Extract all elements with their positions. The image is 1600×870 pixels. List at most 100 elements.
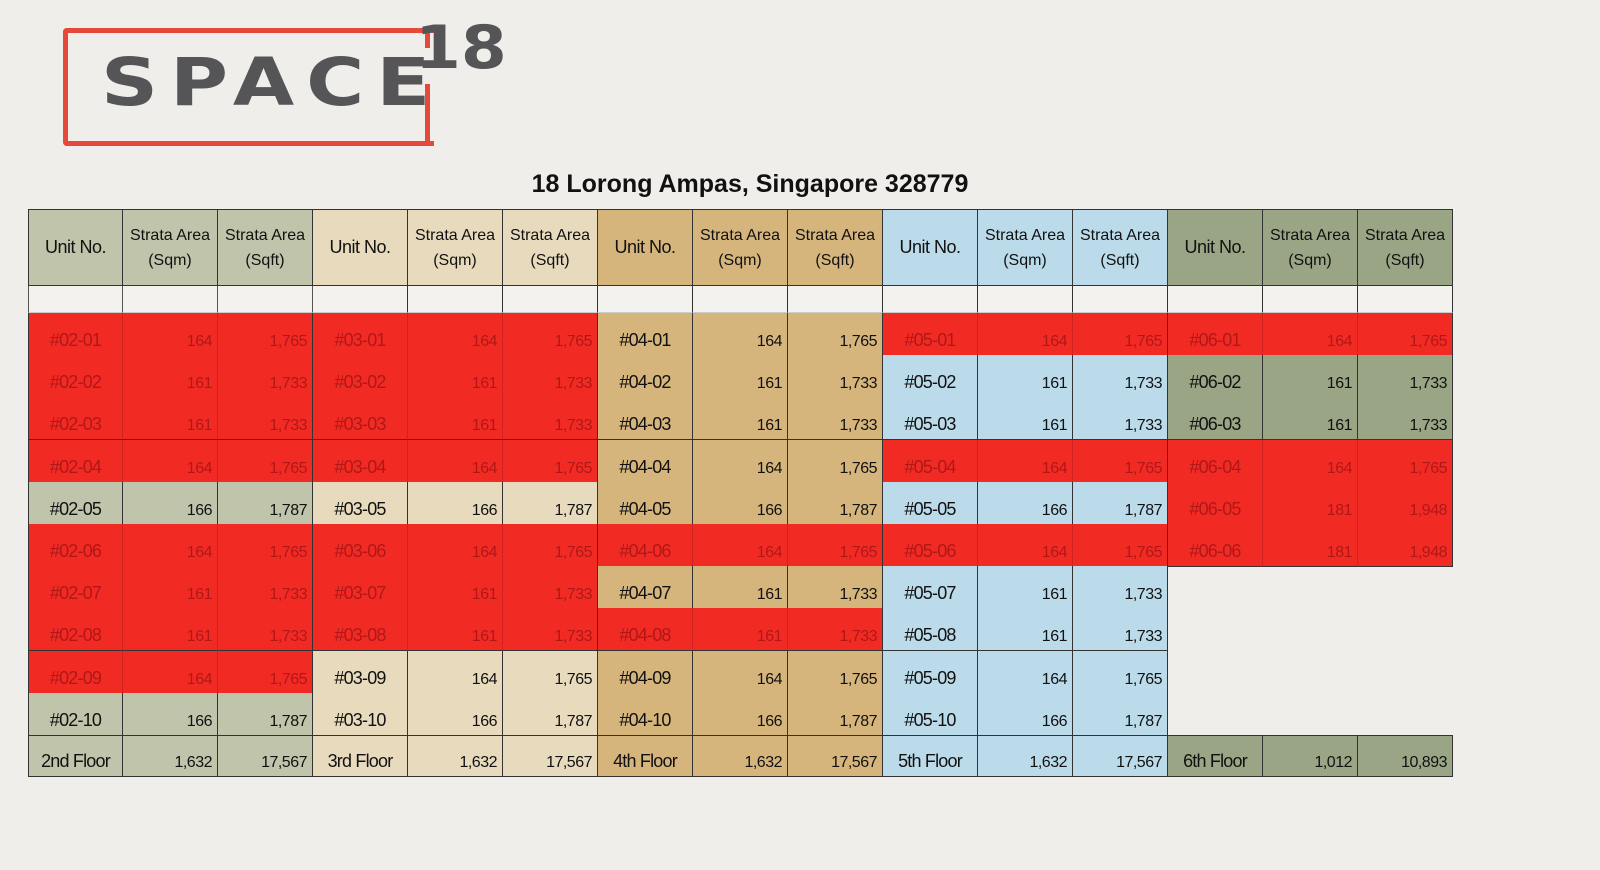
area-sqft: 1,733 (788, 566, 883, 610)
area-sqft: 1,733 (1073, 566, 1168, 610)
area-sqft: 1,733 (218, 355, 313, 399)
area-sqm: 161 (123, 355, 218, 399)
unit-number: #03-08 (313, 608, 408, 652)
unit-number: #06-01 (1168, 313, 1263, 356)
column-header-sqft: Strata Area (Sqft) (218, 209, 313, 286)
unit-number: #03-10 (313, 692, 408, 736)
column-header-sqm: Strata Area (Sqm) (123, 209, 218, 286)
spacer-cell (1263, 286, 1358, 313)
column-header-sqft: Strata Area (Sqft) (503, 209, 598, 286)
area-sqft: 1,733 (503, 608, 598, 652)
unit-number: #06-06 (1168, 524, 1263, 567)
area-sqm: 166 (408, 692, 503, 736)
area-sqm: 164 (693, 650, 788, 694)
area-sqft: 1,765 (1073, 524, 1168, 567)
spacer-cell (1358, 286, 1453, 313)
area-sqft: 1,733 (1073, 355, 1168, 399)
unit-number: #04-04 (598, 439, 693, 483)
spacer-cell (1168, 286, 1263, 313)
unit-number: #02-10 (28, 692, 123, 736)
area-sqft: 1,787 (788, 481, 883, 525)
unit-number: #04-09 (598, 650, 693, 694)
spacer-cell (788, 286, 883, 313)
column-header-unit: Unit No. (1168, 209, 1263, 286)
floor-total-label: 6th Floor (1168, 735, 1263, 777)
column-header-sqm: Strata Area (Sqm) (1263, 209, 1358, 286)
spacer-cell (883, 286, 978, 313)
floor-total-sqft: 10,893 (1358, 735, 1453, 777)
unit-number: #02-02 (28, 355, 123, 399)
area-sqft: 1,765 (503, 313, 598, 356)
floor-total-label: 3rd Floor (313, 735, 408, 777)
area-sqm: 181 (1263, 481, 1358, 525)
unit-number: #05-01 (883, 313, 978, 356)
spacer-cell (313, 286, 408, 313)
column-header-unit: Unit No. (598, 209, 693, 286)
unit-number: #03-07 (313, 566, 408, 610)
unit-number: #02-01 (28, 313, 123, 356)
unit-number: #05-06 (883, 524, 978, 567)
area-sqft: 1,787 (503, 692, 598, 736)
area-sqft: 1,733 (788, 608, 883, 652)
area-sqm: 164 (408, 313, 503, 356)
space18-logo: SPACE 18 (63, 18, 513, 146)
area-sqm: 161 (978, 608, 1073, 652)
unit-number: #03-05 (313, 481, 408, 525)
unit-number: #05-08 (883, 608, 978, 652)
area-sqm: 166 (408, 481, 503, 525)
unit-number: #06-05 (1168, 481, 1263, 525)
area-sqft: 1,733 (503, 566, 598, 610)
floor-total-sqm: 1,632 (978, 735, 1073, 777)
spacer-cell (218, 286, 313, 313)
area-sqft: 1,765 (788, 524, 883, 567)
column-header-sqft: Strata Area (Sqft) (788, 209, 883, 286)
area-sqm: 164 (123, 439, 218, 483)
area-sqm: 161 (123, 397, 218, 441)
unit-number: #02-03 (28, 397, 123, 441)
column-header-sqm: Strata Area (Sqm) (978, 209, 1073, 286)
unit-number: #02-07 (28, 566, 123, 610)
unit-number: #04-02 (598, 355, 693, 399)
unit-number: #04-07 (598, 566, 693, 610)
spacer-cell (408, 286, 503, 313)
area-sqm: 164 (978, 524, 1073, 567)
column-header-sqft: Strata Area (Sqft) (1358, 209, 1453, 286)
spacer-cell (598, 286, 693, 313)
floor-total-sqft: 17,567 (1073, 735, 1168, 777)
area-sqm: 181 (1263, 524, 1358, 567)
column-header-unit: Unit No. (313, 209, 408, 286)
area-sqm: 164 (978, 439, 1073, 483)
unit-number: #04-01 (598, 313, 693, 356)
area-sqft: 1,733 (788, 355, 883, 399)
page-title: 18 Lorong Ampas, Singapore 328779 (531, 170, 969, 198)
area-sqm: 166 (693, 481, 788, 525)
area-sqft: 1,787 (218, 692, 313, 736)
area-sqft: 1,733 (788, 397, 883, 441)
area-sqm: 161 (408, 566, 503, 610)
unit-number: #04-05 (598, 481, 693, 525)
area-sqm: 161 (408, 608, 503, 652)
area-sqm: 166 (693, 692, 788, 736)
area-sqft: 1,948 (1358, 524, 1453, 567)
unit-number: #02-08 (28, 608, 123, 652)
area-sqm: 164 (408, 524, 503, 567)
area-sqft: 1,765 (788, 650, 883, 694)
spacer-cell (503, 286, 598, 313)
area-sqft: 1,765 (218, 650, 313, 694)
area-sqm: 164 (123, 313, 218, 356)
unit-number: #06-03 (1168, 397, 1263, 441)
floor-total-sqft: 17,567 (788, 735, 883, 777)
area-sqft: 1,765 (1358, 439, 1453, 483)
area-sqft: 1,733 (1358, 355, 1453, 399)
unit-number: #04-08 (598, 608, 693, 652)
logo-frame-segment (425, 28, 430, 48)
unit-number: #05-03 (883, 397, 978, 441)
logo-frame-segment (425, 84, 430, 141)
area-sqft: 1,733 (1073, 397, 1168, 441)
area-sqm: 164 (693, 439, 788, 483)
area-sqft: 1,787 (788, 692, 883, 736)
floor-total-sqm: 1,632 (408, 735, 503, 777)
area-sqft: 1,765 (1073, 439, 1168, 483)
unit-number: #04-10 (598, 692, 693, 736)
unit-number: #04-03 (598, 397, 693, 441)
